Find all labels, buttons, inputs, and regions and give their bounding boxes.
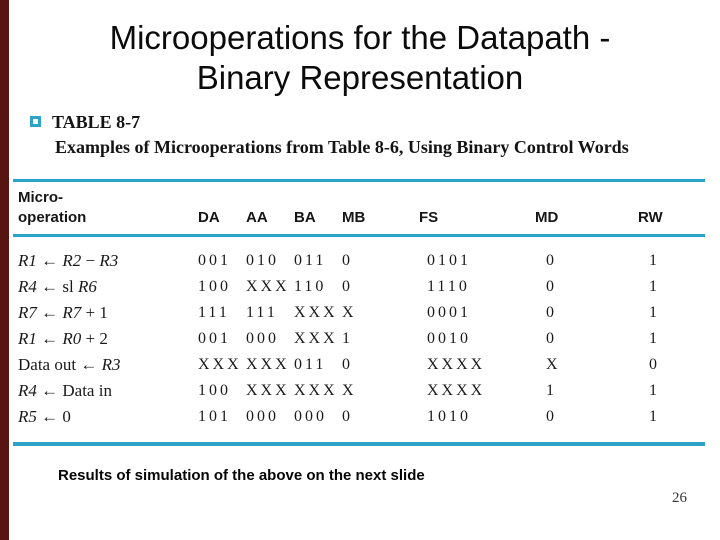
control-word-cell: XXX: [246, 356, 290, 373]
control-word-cell: XXX: [294, 330, 338, 347]
control-word-cell: 000: [246, 330, 279, 347]
control-word-cell: 1: [649, 330, 660, 347]
control-word-cell: 111: [198, 304, 230, 321]
table-row: R4 ← Data in 100 XXX XXX X XXXX 1 1: [0, 378, 720, 404]
microoperation-cell: R1 ← R0 + 2: [18, 329, 108, 348]
control-word-cell: 1110: [427, 278, 470, 295]
control-word-cell: XXX: [246, 278, 290, 295]
table-row: R1 ← R2 − R3 001 010 011 0 0101 0 1: [0, 248, 720, 274]
microoperation-cell: Data out ← R3: [18, 355, 121, 374]
control-word-cell: 0001: [427, 304, 471, 321]
column-header-microoperation-line1: Micro-: [18, 189, 63, 206]
bullet-square-icon: [30, 116, 41, 127]
table-row: R4 ← sl R6 100 XXX 110 0 1110 0 1: [0, 274, 720, 300]
slide-left-edge-bar: [0, 0, 9, 540]
table-row: R7 ← R7 + 1 111 111 XXX X 0001 0 1: [0, 300, 720, 326]
control-word-cell: XXX: [246, 382, 290, 399]
control-word-cell: 0010: [427, 330, 471, 347]
column-header-rw: RW: [638, 209, 663, 226]
table-body: R1 ← R2 − R3 001 010 011 0 0101 0 1 R4 ← sl R6 10…: [0, 248, 720, 430]
column-header-microoperation: Micro- operation: [18, 188, 198, 230]
slide-title: Microoperations for the Datapath - Binar…: [9, 18, 711, 98]
control-word-cell: 101: [198, 408, 231, 425]
control-word-cell: 0: [546, 252, 557, 269]
control-word-cell: 0: [546, 408, 557, 425]
table-label-row: TABLE 8-7: [30, 112, 140, 133]
footnote-text: Results of simulation of the above on th…: [58, 467, 425, 484]
table-label: TABLE 8-7: [52, 112, 141, 132]
table-rule-top: [13, 179, 705, 182]
control-word-cell: 100: [198, 278, 231, 295]
table-header-row: Micro- operation DA AA BA MB FS MD RW: [0, 188, 720, 230]
table-rule-bottom: [13, 442, 705, 446]
column-header-microoperation-line2: operation: [18, 209, 87, 226]
control-word-cell: X: [546, 356, 561, 373]
column-header-da: DA: [198, 209, 220, 226]
microoperation-cell: R7 ← R7 + 1: [18, 303, 108, 322]
control-word-cell: 1: [649, 304, 660, 321]
control-word-cell: 010: [246, 252, 279, 269]
control-word-cell: 0: [546, 304, 557, 321]
microoperation-cell: R4 ← Data in: [18, 381, 112, 400]
control-word-cell: XXX: [198, 356, 242, 373]
control-word-cell: 0: [342, 356, 353, 373]
control-word-cell: 011: [294, 356, 327, 373]
control-word-cell: 111: [246, 304, 278, 321]
control-word-cell: 000: [246, 408, 279, 425]
column-header-aa: AA: [246, 209, 268, 226]
page-number: 26: [672, 490, 687, 506]
control-word-cell: 011: [294, 252, 327, 269]
control-word-cell: X: [342, 382, 357, 399]
microoperation-cell: R1 ← R2 − R3: [18, 251, 119, 270]
control-word-cell: 0: [649, 356, 660, 373]
control-word-cell: 001: [198, 252, 231, 269]
control-word-cell: XXXX: [427, 356, 486, 373]
control-word-cell: 0: [342, 252, 353, 269]
column-header-ba: BA: [294, 209, 316, 226]
column-header-fs: FS: [419, 209, 439, 226]
control-word-cell: 1010: [427, 408, 471, 425]
table-caption: Examples of Microoperations from Table 8…: [55, 137, 629, 157]
table-row: Data out ← R3 XXX XXX 011 0 XXXX X 0: [0, 352, 720, 378]
control-word-cell: 100: [198, 382, 231, 399]
slide-title-line-2: Binary Representation: [196, 59, 524, 96]
control-word-cell: 1: [649, 408, 660, 425]
column-header-mb: MB: [342, 209, 366, 226]
control-word-cell: 0101: [427, 252, 471, 269]
control-word-cell: 1: [546, 382, 557, 399]
table-row: R5 ← 0 101 000 000 0 1010 0 1: [0, 404, 720, 430]
control-word-cell: 1: [649, 382, 660, 399]
control-word-cell: 001: [198, 330, 231, 347]
control-word-cell: 1: [649, 278, 660, 295]
column-header-md: MD: [535, 209, 559, 226]
microoperation-cell: R4 ← sl R6: [18, 277, 97, 296]
table-rule-under-header: [13, 234, 705, 237]
control-word-cell: XXX: [294, 304, 338, 321]
control-word-cell: 1: [649, 252, 660, 269]
control-word-cell: XXXX: [427, 382, 486, 399]
control-word-cell: 000: [294, 408, 327, 425]
control-word-cell: 0: [546, 330, 557, 347]
control-word-cell: 0: [546, 278, 557, 295]
control-word-cell: 1: [342, 330, 353, 347]
control-word-cell: 0: [342, 408, 353, 425]
microoperation-cell: R5 ← 0: [18, 407, 71, 426]
slide-title-line-1: Microoperations for the Datapath -: [109, 19, 611, 56]
control-word-cell: 0: [342, 278, 353, 295]
control-word-cell: XXX: [294, 382, 338, 399]
control-word-cell: X: [342, 304, 357, 321]
control-word-cell: 110: [294, 278, 327, 295]
table-row: R1 ← R0 + 2 001 000 XXX 1 0010 0 1: [0, 326, 720, 352]
